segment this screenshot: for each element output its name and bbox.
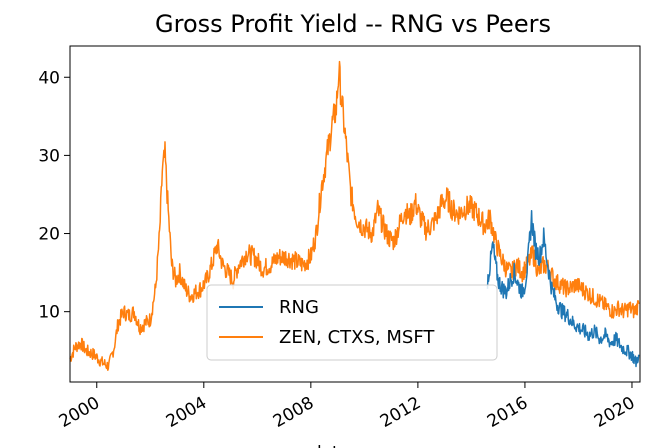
series-line-peers	[69, 60, 640, 371]
x-tick-label: 2012	[377, 393, 424, 432]
y-tick-label: 20	[38, 225, 60, 245]
legend-label-rng: RNG	[279, 297, 319, 318]
series-line-rng	[486, 209, 640, 368]
plot-frame	[69, 45, 641, 383]
y-tick-label: 40	[38, 68, 60, 88]
x-tick-label: 2000	[56, 393, 103, 432]
y-tick-label: 30	[38, 146, 60, 166]
x-tick-label: 2008	[270, 393, 317, 432]
x-axis-label: date	[311, 443, 349, 448]
chart-title: Gross Profit Yield -- RNG vs Peers	[155, 10, 551, 38]
plot-area: 10 20 30 40 2000 2004 2008 2012 2016 2020 RNG ZEN, …	[38, 45, 641, 432]
legend-label-peers: ZEN, CTXS, MSFT	[279, 327, 435, 348]
legend-box	[206, 284, 498, 361]
y-tick-label: 10	[38, 303, 60, 323]
x-tick-label: 2020	[591, 393, 638, 432]
legend: RNG ZEN, CTXS, MSFT	[206, 284, 498, 361]
x-tick-label: 2004	[163, 393, 210, 432]
x-tick-label: 2016	[484, 393, 531, 432]
